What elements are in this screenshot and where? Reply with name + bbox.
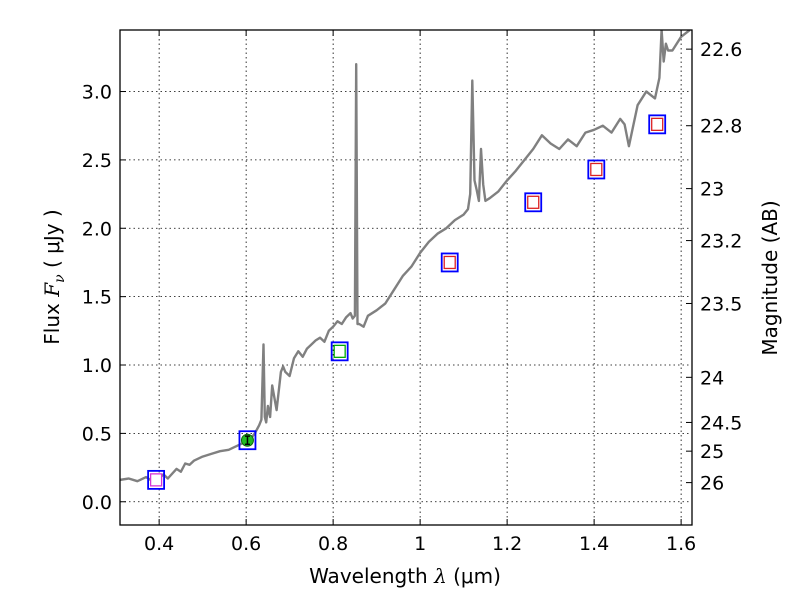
photometry-point-u xyxy=(147,469,166,490)
model-box-marker xyxy=(440,252,459,273)
photometry-point-H xyxy=(587,159,606,180)
y-tick-label: 0.5 xyxy=(82,423,112,445)
spectrum-layer xyxy=(120,30,691,484)
model-box-marker xyxy=(238,430,257,451)
y-tick-label: 1.0 xyxy=(82,355,112,377)
filter-box-marker xyxy=(590,162,603,177)
photometry-point-K xyxy=(648,114,667,135)
x-tick-label: 1.4 xyxy=(579,533,609,555)
y2-axis-label: Magnitude (AB) xyxy=(758,200,782,355)
photometry-point-r xyxy=(238,430,257,451)
y-axis-label: Flux Fν ( μJy ) xyxy=(40,209,68,344)
filter-box-marker xyxy=(443,255,456,270)
model-box-marker xyxy=(330,341,349,362)
y-tick-label: 2.5 xyxy=(82,150,112,172)
mag-tick-label: 23 xyxy=(700,179,724,201)
x-tick-label: 1.6 xyxy=(666,533,696,555)
spectrum-line xyxy=(120,30,691,484)
photometry-point-J xyxy=(524,192,543,213)
mag-tick-label: 22.6 xyxy=(700,39,742,61)
x-tick-label: 0.6 xyxy=(231,533,261,555)
filter-box-marker xyxy=(527,195,540,209)
y-tick-label: 1.5 xyxy=(82,287,112,309)
mag-tick-label: 23.2 xyxy=(700,231,742,253)
y-tick-label: 3.0 xyxy=(82,82,112,104)
plot-frame xyxy=(119,29,693,526)
photometry-point-z xyxy=(330,341,349,362)
axis-ticks: 0.4 0.6 0.8 1 1.2 1.4 1.6 0.0 0.5 1.0 1.5 2.0 2.5 3.0… xyxy=(82,30,742,555)
x-tick-label: 1 xyxy=(414,533,426,555)
x-tick-label: 0.8 xyxy=(318,533,348,555)
filter-box-marker xyxy=(651,117,664,132)
mag-tick-label: 24.5 xyxy=(700,412,742,434)
mag-tick-label: 25 xyxy=(700,441,724,463)
x-axis-label: Wavelength λ (μm) xyxy=(309,564,501,588)
grid-lines xyxy=(120,30,692,525)
model-box-marker xyxy=(147,469,166,490)
mag-tick-label: 23.5 xyxy=(700,293,742,315)
filter-box-marker xyxy=(333,344,346,358)
mag-tick-label: 22.8 xyxy=(700,116,742,138)
model-box-marker xyxy=(587,159,606,180)
mag-tick-label: 26 xyxy=(700,473,724,495)
filter-box-marker xyxy=(149,473,163,487)
model-box-marker xyxy=(648,114,667,135)
y-tick-label: 2.0 xyxy=(82,218,112,240)
x-tick-label: 1.2 xyxy=(492,533,522,555)
y-tick-label: 0.0 xyxy=(82,492,112,514)
x-tick-label: 0.4 xyxy=(144,533,174,555)
photometry-layer xyxy=(147,114,667,490)
mag-tick-label: 24 xyxy=(700,367,724,389)
photometry-point-Y xyxy=(440,252,459,273)
model-box-marker xyxy=(524,192,543,213)
